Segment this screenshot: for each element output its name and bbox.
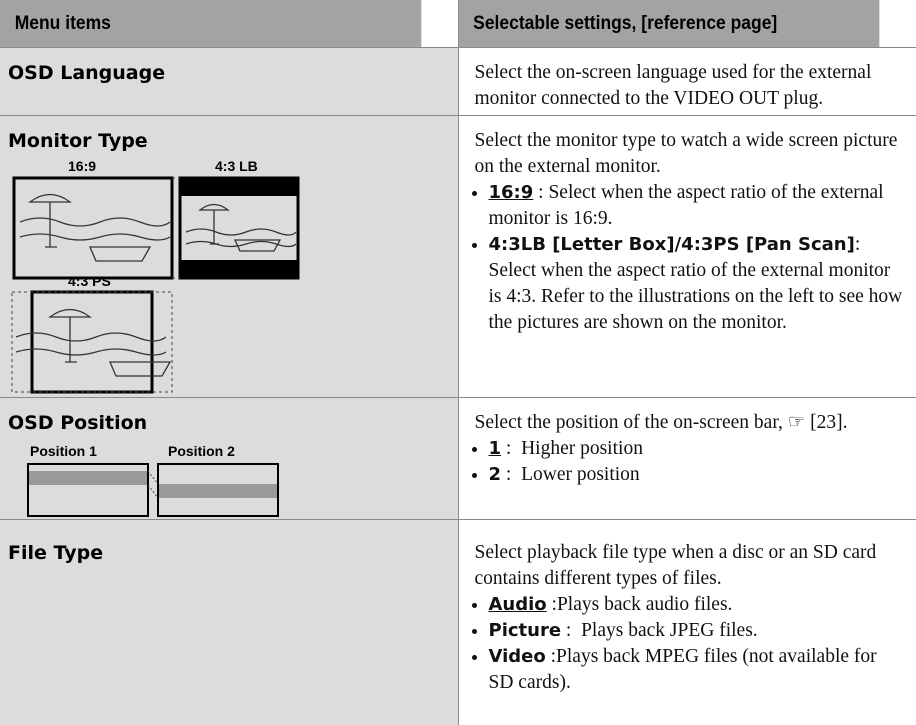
figure-label: Position 2: [168, 443, 235, 459]
text: : Lower position: [501, 464, 640, 485]
description: Select the monitor type to watch a wide …: [474, 130, 898, 177]
text: 4:3LB [Letter Box]/4:3PS [Pan Scan]: [488, 234, 855, 255]
figure-label: 4:3 LB: [215, 158, 258, 174]
header-cell: Menu items: [0, 0, 422, 48]
text: Video: [488, 646, 546, 667]
osd-position-figure: Position 1 Position 2: [27, 443, 279, 517]
menu-item: Monitor Type: [8, 130, 148, 152]
menu-item: OSD Position: [8, 412, 148, 434]
option: 16:9 : Select when the aspect ratio of t…: [489, 180, 907, 232]
text: :Plays back MPEG files (not available fo…: [488, 646, 877, 693]
text: Audio: [488, 594, 547, 615]
description: Select playback file type when a disc or…: [474, 542, 877, 589]
text: : Select when the aspect ratio of the ex…: [488, 234, 903, 333]
text: 2: [488, 464, 502, 485]
option: 1 : Higher position: [489, 436, 907, 462]
option: Audio :Plays back audio files.: [489, 592, 907, 618]
text: Picture: [488, 620, 562, 641]
option: 2 : Lower position: [489, 462, 907, 488]
option: 4:3LB [Letter Box]/4:3PS [Pan Scan]: Sel…: [489, 232, 907, 336]
text: 1: [488, 438, 502, 459]
monitor-type-figure: 16:9 4:3 LB 4:3 PS: [11, 158, 300, 394]
figure-label: Position 1: [30, 443, 97, 459]
option: Video :Plays back MPEG files (not availa…: [489, 644, 907, 696]
figure-label: 16:9: [68, 158, 96, 174]
figure-label: 4:3 PS: [68, 273, 111, 289]
text: : Select when the aspect ratio of the ex…: [488, 182, 884, 229]
text: :Plays back audio files.: [546, 594, 733, 615]
text: : Higher position: [501, 438, 643, 459]
description: Select the position of the on-screen bar…: [474, 412, 848, 433]
text: 16:9: [488, 182, 534, 203]
description: Select the on-screen language used for t…: [474, 62, 872, 109]
menu-item: OSD Language: [8, 62, 166, 84]
header-cell: Selectable settings, [reference page]: [457, 0, 880, 48]
text: : Plays back JPEG files.: [561, 620, 758, 641]
menu-item: File Type: [8, 542, 104, 564]
option: Picture : Plays back JPEG files.: [489, 618, 907, 644]
